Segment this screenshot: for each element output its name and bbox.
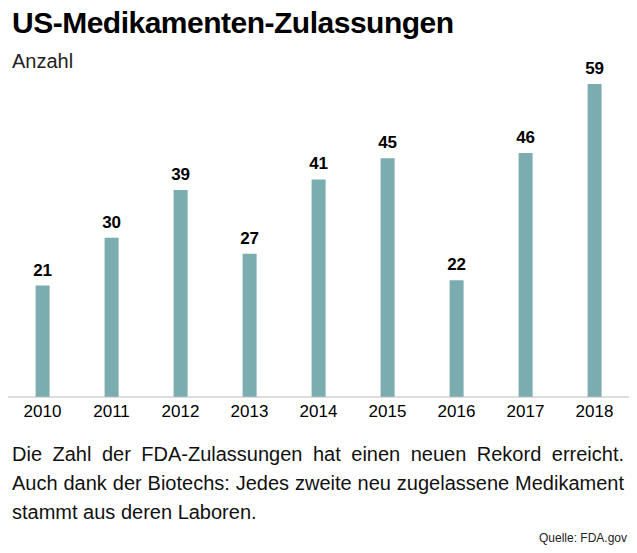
svg-text:2011: 2011: [93, 402, 130, 421]
html-text:US-Medikamenten-Zulassungen: US-Medikamenten-Zulassungen: [12, 6, 454, 39]
svg-text:2018: 2018: [576, 402, 614, 421]
svg-text:45: 45: [378, 133, 397, 152]
svg-text:39: 39: [171, 165, 190, 184]
svg-text:30: 30: [102, 213, 121, 232]
html-text:Anzahl: Anzahl: [12, 50, 74, 72]
html-text:Die Zahl der FDA-Zulassungen h: Die Zahl der FDA-Zulassungen hat einen n…: [12, 443, 624, 523]
svg-text:46: 46: [516, 128, 535, 147]
svg-text:59: 59: [585, 59, 604, 78]
svg-text:2015: 2015: [369, 402, 407, 421]
svg-text:41: 41: [309, 154, 328, 173]
svg-text:27: 27: [240, 229, 259, 248]
svg-text:2010: 2010: [24, 402, 62, 421]
svg-text:2012: 2012: [162, 402, 200, 421]
svg-text:22: 22: [447, 255, 466, 274]
svg-text:2017: 2017: [507, 402, 545, 421]
svg-text:2014: 2014: [300, 402, 338, 421]
svg-text:21: 21: [33, 261, 52, 280]
svg-text:2013: 2013: [231, 402, 269, 421]
svg-text:2016: 2016: [438, 402, 476, 421]
html-text:Quelle: FDA.gov: Quelle: FDA.gov: [539, 531, 627, 545]
